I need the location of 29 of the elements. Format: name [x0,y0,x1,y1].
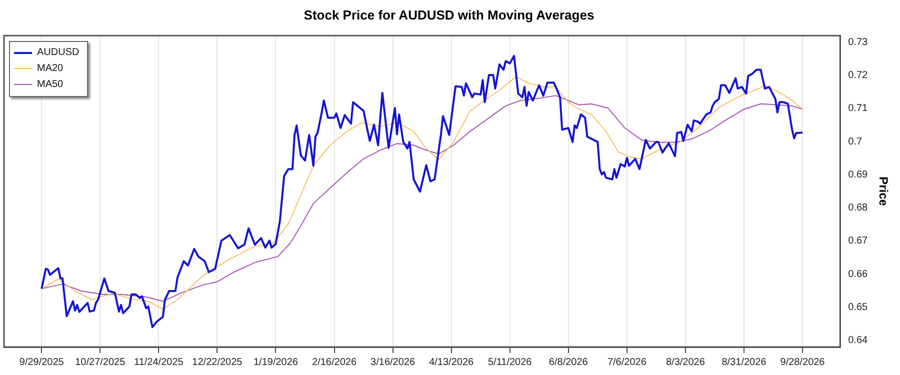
y-tick-label: 0.71 [848,103,868,114]
x-tick-label: 8/31/2026 [722,356,767,368]
y-tick-label: 0.68 [848,202,868,214]
y-tick-label: 0.66 [848,268,868,280]
x-tick-label: 2/16/2026 [312,356,357,368]
chart-title: Stock Price for AUDUSD with Moving Averages [304,7,594,22]
y-tick-label: 0.67 [848,236,868,247]
y-tick-label: 0.73 [848,36,868,48]
x-tick-label: 3/16/2026 [370,356,416,368]
x-tick-label: 6/8/2026 [548,356,588,368]
x-tick-label: 1/19/2026 [253,356,298,368]
y-tick-label: 0.65 [848,302,868,313]
x-tick-label: 10/27/2025 [75,356,126,368]
legend-label: MA20 [37,63,64,74]
x-tick-label: 12/22/2025 [192,356,243,368]
y-tick-label: 0.72 [848,70,868,82]
x-tick-label: 9/28/2026 [780,356,826,368]
y-tick-label: 0.7 [848,136,862,148]
y-tick-label: 0.64 [848,335,868,346]
legend-label: MA50 [37,79,64,90]
x-tick-label: 9/29/2025 [19,356,64,368]
x-tick-label: 8/3/2026 [666,356,706,368]
x-tick-label: 5/11/2026 [488,356,532,368]
y-tick-label: 0.69 [848,169,868,180]
x-tick-label: 7/6/2026 [607,356,647,368]
x-tick-label: 11/24/2025 [134,356,184,368]
legend-label: AUDUSD [37,47,80,58]
x-tick-label: 4/13/2026 [429,356,474,368]
y-axis-title: Price [876,176,890,206]
